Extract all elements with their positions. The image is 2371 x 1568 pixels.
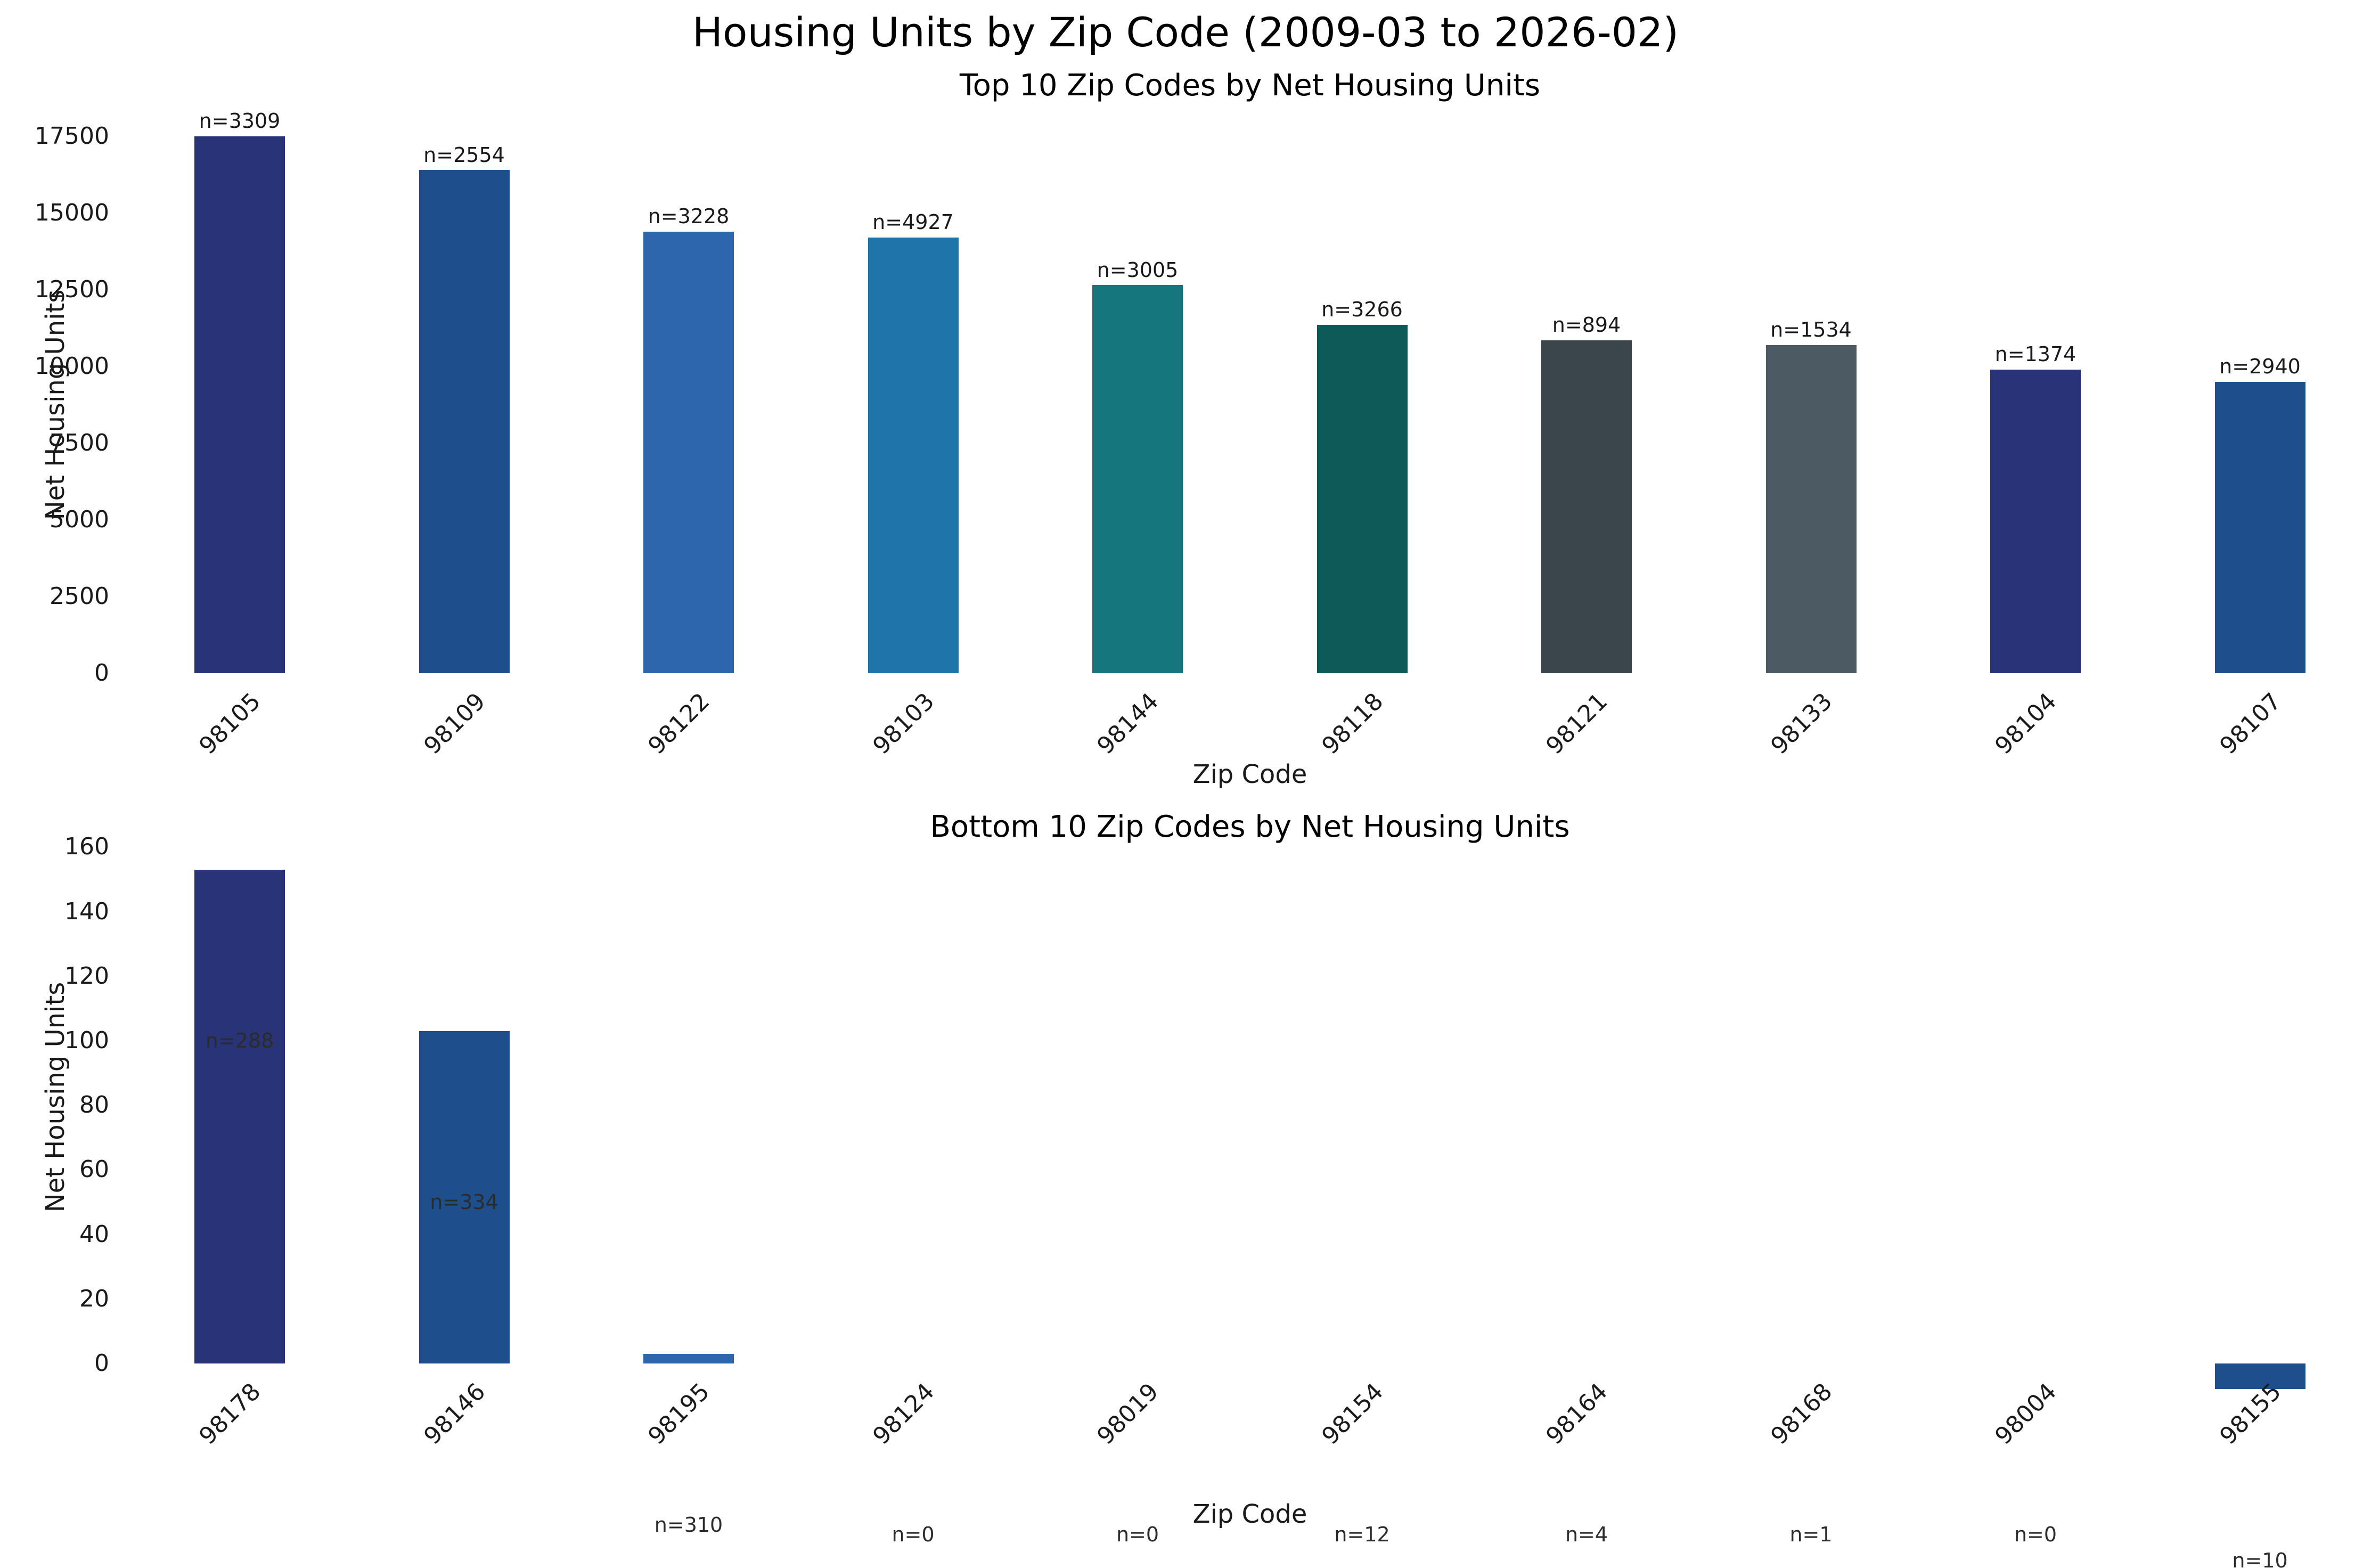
top-chart-bar-98105: [194, 136, 285, 673]
top-chart-x-tick-label: 98109: [418, 688, 490, 760]
bottom-chart-x-tick-label: 98195: [643, 1378, 715, 1450]
bottom-chart-y-tick-label: 0: [94, 1350, 109, 1377]
bottom-chart-x-tick-label: 98146: [418, 1378, 490, 1450]
top-chart-x-tick-label: 98103: [867, 688, 939, 760]
top-chart-x-tick-label: 98133: [1765, 688, 1837, 760]
top-chart-bar-98133: [1765, 345, 1857, 673]
bottom-chart-bar-count-label: n=288: [205, 1029, 274, 1052]
bottom-chart-y-tick-label: 40: [79, 1220, 109, 1248]
bottom-chart-bar-count-label: n=10: [2232, 1548, 2288, 1568]
bottom-chart-bar-98155: [2214, 1363, 2305, 1390]
top-chart-y-tick-label: 17500: [35, 123, 109, 150]
bottom-chart-y-tick-label: 160: [64, 833, 109, 861]
bottom-chart-x-tick-label: 98168: [1765, 1378, 1837, 1450]
top-chart-bar-count-label: n=2940: [2219, 355, 2301, 378]
top-chart-y-axis-label: Net Housing Units: [40, 289, 70, 520]
top-chart-x-tick-label: 98107: [2214, 688, 2286, 760]
bottom-chart-bar-count-label: n=0: [2014, 1523, 2057, 1547]
top-chart-bar-98118: [1317, 325, 1408, 673]
top-chart-bar-count-label: n=894: [1552, 313, 1621, 337]
main-title: Housing Units by Zip Code (2009-03 to 20…: [692, 9, 1679, 56]
top-chart-bar-98104: [1990, 369, 2081, 673]
top-chart-bar-98103: [868, 238, 959, 673]
bottom-chart-y-tick-label: 20: [79, 1285, 109, 1312]
top-chart-bar-98144: [1092, 285, 1183, 673]
bottom-chart-x-tick-label: 98124: [867, 1378, 939, 1450]
top-chart-title: Top 10 Zip Codes by Net Housing Units: [959, 68, 1541, 103]
bottom-chart-y-tick-label: 100: [64, 1027, 109, 1054]
top-chart-x-axis-label: Zip Code: [1192, 760, 1307, 789]
top-chart-y-tick-label: 0: [94, 659, 109, 687]
top-chart-x-tick-label: 98144: [1092, 688, 1164, 760]
top-chart-bar-count-label: n=3228: [648, 204, 730, 228]
bottom-chart-bar-count-label: n=12: [1334, 1523, 1390, 1547]
top-chart-bar-98121: [1541, 340, 1632, 673]
top-chart-y-tick-label: 5000: [50, 506, 109, 533]
bottom-chart-y-tick-label: 140: [64, 897, 109, 925]
top-chart-bar-count-label: n=4927: [872, 210, 954, 234]
top-chart-y-tick-label: 12500: [35, 276, 109, 303]
bottom-chart-bar-98146: [419, 1031, 510, 1363]
top-chart-x-tick-label: 98118: [1316, 688, 1388, 760]
top-chart-x-tick-label: 98121: [1541, 688, 1613, 760]
top-chart-bar-98109: [419, 170, 510, 673]
top-chart-x-tick-label: 98105: [194, 688, 266, 760]
bottom-chart-title: Bottom 10 Zip Codes by Net Housing Units: [930, 810, 1570, 844]
top-chart-y-tick-label: 10000: [35, 353, 109, 380]
bottom-chart-y-tick-label: 60: [79, 1156, 109, 1183]
top-chart-bar-count-label: n=3309: [199, 109, 281, 133]
top-chart-bar-count-label: n=3005: [1097, 258, 1179, 282]
bottom-chart-bar-count-label: n=0: [1116, 1523, 1159, 1547]
top-chart-bar-count-label: n=1374: [1994, 342, 2076, 366]
bottom-chart-bar-count-label: n=4: [1565, 1523, 1608, 1547]
top-chart-x-tick-label: 98104: [1990, 688, 2062, 760]
bottom-chart-bar-98178: [194, 869, 285, 1363]
top-chart-y-tick-label: 2500: [50, 583, 109, 610]
top-chart-bar-count-label: n=2554: [423, 143, 505, 167]
top-chart-x-tick-label: 98122: [643, 688, 715, 760]
top-chart-y-tick-label: 7500: [50, 429, 109, 456]
bottom-chart-x-axis-label: Zip Code: [1192, 1499, 1307, 1529]
bottom-chart-bar-98195: [643, 1353, 734, 1363]
top-chart-y-tick-label: 15000: [35, 199, 109, 226]
bottom-chart-x-tick-label: 98164: [1541, 1378, 1613, 1450]
bottom-chart-bar-count-label: n=0: [892, 1523, 935, 1547]
bottom-chart-y-tick-label: 120: [64, 962, 109, 990]
bottom-chart-y-tick-label: 80: [79, 1091, 109, 1119]
bottom-chart-bar-count-label: n=334: [430, 1190, 498, 1214]
top-chart-bar-98122: [643, 231, 734, 673]
bottom-chart-bar-count-label: n=310: [654, 1513, 723, 1537]
top-chart-bar-count-label: n=3266: [1321, 298, 1403, 322]
top-chart-bar-98107: [2214, 381, 2305, 673]
bottom-chart-x-tick-label: 98178: [194, 1378, 266, 1450]
top-chart-bar-count-label: n=1534: [1770, 317, 1852, 341]
bottom-chart-bar-count-label: n=1: [1789, 1523, 1833, 1547]
bottom-chart-x-tick-label: 98019: [1092, 1378, 1164, 1450]
bottom-chart-x-tick-label: 98154: [1316, 1378, 1388, 1450]
bottom-chart-x-tick-label: 98004: [1990, 1378, 2062, 1450]
